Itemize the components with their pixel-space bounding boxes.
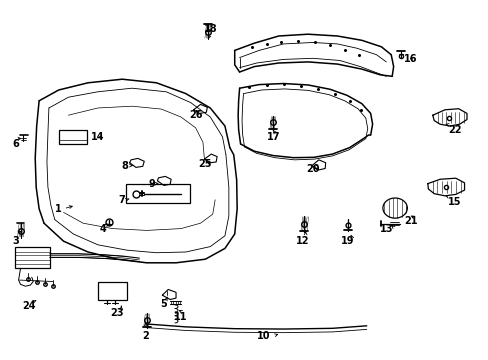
Text: 26: 26 [188,110,202,120]
Text: 3: 3 [12,236,19,246]
Text: 25: 25 [198,159,212,169]
Text: 9: 9 [148,179,155,189]
Text: 7: 7 [118,195,124,205]
Text: 22: 22 [447,125,461,135]
Text: 14: 14 [91,132,104,142]
Bar [126,184,189,203]
Text: 1: 1 [55,204,62,214]
Text: 5: 5 [160,299,167,309]
Text: 24: 24 [22,301,36,311]
Text: 23: 23 [110,308,124,318]
Text: 18: 18 [203,24,217,34]
Text: 13: 13 [379,224,392,234]
Text: 8: 8 [121,161,128,171]
Text: 6: 6 [12,139,19,149]
Bar [59,130,87,144]
Text: 11: 11 [174,312,187,322]
Text: 17: 17 [266,132,280,142]
Text: 15: 15 [447,197,461,207]
Text: 2: 2 [142,330,149,341]
Text: 12: 12 [296,236,309,246]
Text: 19: 19 [340,236,353,246]
Bar [15,247,50,268]
Bar [98,282,127,300]
Text: 21: 21 [403,216,417,226]
Text: 16: 16 [403,54,417,64]
Text: 20: 20 [305,164,319,174]
Text: 10: 10 [257,330,270,341]
Text: 4: 4 [99,224,106,234]
